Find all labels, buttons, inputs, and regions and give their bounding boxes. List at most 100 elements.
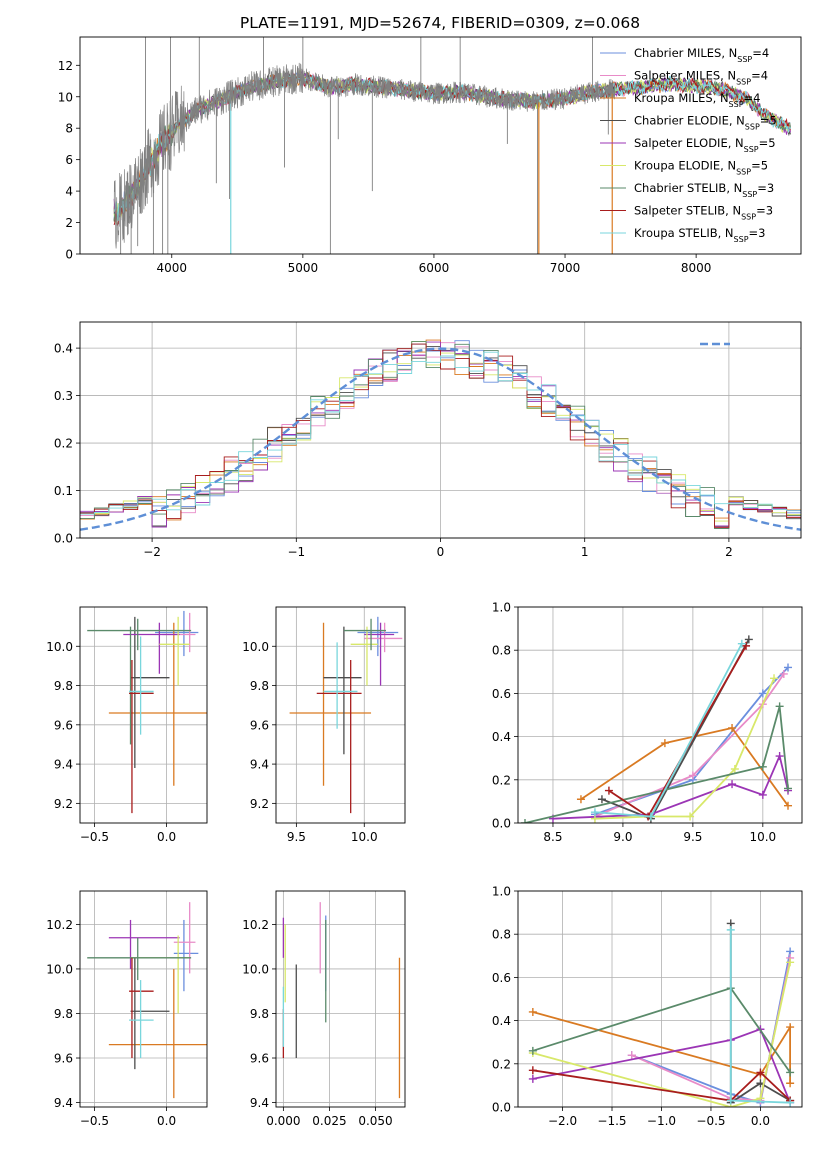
legend-text: Chabrier ELODIE, N bbox=[634, 114, 745, 128]
y-tick-label: 8 bbox=[65, 122, 73, 136]
weight-vs-metallicity-panel: −2.0 −1.5 −1.0 −0.5 0.0 0.0 0.2 0.4 0.6 0.8 1.0 bbox=[492, 885, 803, 1128]
y-tick-label: 9.8 bbox=[250, 1007, 269, 1021]
histogram-kroupa-stelib bbox=[80, 351, 801, 515]
x-tick-label: 5000 bbox=[288, 261, 319, 275]
model-curve-kroupa-stelib bbox=[113, 73, 791, 221]
spectrum-panel: 4000 5000 6000 7000 8000 0 2 4 6 8 10 12 Chabrier MI… bbox=[58, 36, 802, 275]
weight-marker-chabrier-stelib bbox=[775, 702, 784, 711]
legend-subscript: SSP bbox=[744, 145, 759, 154]
legend-suffix: =4 bbox=[751, 69, 768, 83]
weight-marker-salpeter-stelib bbox=[742, 641, 751, 650]
weight-marker-kroupa-miles bbox=[784, 801, 793, 810]
axes-frame bbox=[79, 890, 208, 1108]
x-tick-label: 0.050 bbox=[358, 1114, 392, 1128]
x-tick-label: 0.000 bbox=[266, 1114, 300, 1128]
weight-marker-chabrier-elodie bbox=[597, 795, 606, 804]
y-tick-label: 0.2 bbox=[54, 437, 73, 451]
legend-label-salpeter-elodie: Salpeter ELODIE, NSSP=5 bbox=[634, 136, 776, 154]
axes-frame bbox=[275, 890, 406, 1108]
weight-marker-salpeter-elodie bbox=[775, 752, 784, 761]
mass-vs-metallicity-panel: −0.5 0.0 9.4 9.6 9.8 10.0 10.2 bbox=[46, 890, 208, 1128]
weight-marker-kroupa-elodie bbox=[730, 765, 739, 773]
weight-marker-chabrier-miles bbox=[758, 689, 767, 698]
legend-suffix: =4 bbox=[752, 46, 769, 60]
y-tick-label: 10.2 bbox=[46, 918, 73, 932]
y-tick-label: 12 bbox=[58, 59, 73, 73]
legend-text: Salpeter ELODIE, N bbox=[634, 136, 744, 150]
legend-subscript: SSP bbox=[742, 190, 757, 199]
weight-marker-kroupa-stelib bbox=[737, 639, 746, 648]
x-tick-label: −2 bbox=[143, 545, 161, 559]
y-tick-label: 9.2 bbox=[250, 797, 269, 811]
x-tick-label: 10.0 bbox=[351, 830, 378, 844]
y-tick-label: 0.3 bbox=[54, 389, 73, 403]
legend-label-kroupa-elodie: Kroupa ELODIE, NSSP=5 bbox=[634, 159, 768, 177]
weight-marker-chabrier-stelib bbox=[786, 1068, 795, 1077]
legend-label-chabrier-miles: Chabrier MILES, NSSP=4 bbox=[634, 46, 769, 64]
legend-label-kroupa-stelib: Kroupa STELIB, NSSP=3 bbox=[634, 226, 765, 244]
y-tick-label: 0.1 bbox=[54, 484, 73, 498]
axes-frame bbox=[517, 606, 803, 824]
x-tick-label: 4000 bbox=[156, 261, 187, 275]
weight-marker-kroupa-stelib bbox=[726, 925, 735, 934]
y-tick-label: 0.0 bbox=[492, 1101, 511, 1115]
legend-subscript: SSP bbox=[729, 100, 744, 109]
legend-subscript: SSP bbox=[736, 77, 751, 86]
plot-area bbox=[80, 339, 801, 531]
axes-frame bbox=[79, 36, 802, 255]
x-tick-label: −0.5 bbox=[80, 1114, 109, 1128]
axes-frame bbox=[275, 606, 406, 824]
x-tick-label: 7000 bbox=[550, 261, 581, 275]
legend-subscript: SSP bbox=[736, 167, 751, 176]
weight-marker-chabrier-stelib bbox=[784, 784, 793, 793]
plot-area bbox=[520, 635, 793, 823]
legend-suffix: =5 bbox=[751, 159, 768, 173]
legend-suffix: =4 bbox=[744, 91, 761, 105]
y-tick-label: 0.8 bbox=[492, 928, 511, 942]
legend-suffix: =3 bbox=[756, 204, 773, 218]
weight-marker-kroupa-miles bbox=[786, 1079, 795, 1088]
y-tick-label: 6 bbox=[65, 153, 73, 167]
x-tick-label: 2 bbox=[725, 545, 733, 559]
weight-marker-kroupa-elodie bbox=[770, 674, 779, 683]
x-tick-label: 0.0 bbox=[157, 830, 176, 844]
y-tick-label: 0.4 bbox=[492, 1014, 511, 1028]
y-tick-label: 10.2 bbox=[242, 918, 269, 932]
weight-marker-chabrier-miles bbox=[784, 663, 793, 672]
weight-marker-salpeter-elodie bbox=[728, 780, 737, 789]
y-tick-label: 9.8 bbox=[54, 1007, 73, 1021]
mass-vs-extinction-panel: 0.000 0.025 0.050 9.4 9.6 9.8 10.0 10.2 bbox=[242, 890, 406, 1128]
y-tick-label: 0.0 bbox=[54, 532, 73, 546]
spectrum-title: PLATE=1191, MJD=52674, FIBERID=0309, z=0… bbox=[240, 14, 640, 32]
x-tick-label: 8.5 bbox=[543, 830, 562, 844]
x-tick-label: −0.5 bbox=[80, 830, 109, 844]
weight-marker-salpeter-miles bbox=[779, 669, 788, 678]
axes-frame bbox=[517, 890, 803, 1108]
y-tick-label: 9.4 bbox=[54, 758, 73, 772]
legend-text: Chabrier STELIB, N bbox=[634, 181, 742, 195]
weight-marker-salpeter-stelib bbox=[528, 1066, 537, 1075]
age-vs-metallicity-panel: −0.5 0.0 9.2 9.4 9.6 9.8 10.0 bbox=[46, 606, 208, 844]
y-tick-label: 9.8 bbox=[54, 679, 73, 693]
weight-line-salpeter-elodie bbox=[532, 1028, 791, 1104]
y-tick-label: 10 bbox=[58, 90, 73, 104]
y-tick-label: 10.0 bbox=[46, 640, 73, 654]
legend-suffix: =3 bbox=[757, 181, 774, 195]
weight-vs-age-panel: 8.5 9.0 9.5 10.0 0.0 0.2 0.4 0.6 0.8 1.0 bbox=[492, 601, 803, 844]
plot-area bbox=[113, 37, 791, 254]
x-tick-label: 10.0 bbox=[749, 830, 776, 844]
weight-marker-kroupa-miles bbox=[786, 1023, 795, 1032]
plot-area bbox=[87, 902, 207, 1099]
weight-marker-salpeter-elodie bbox=[528, 1074, 537, 1083]
weight-marker-kroupa-elodie bbox=[686, 812, 695, 821]
weight-marker-salpeter-stelib bbox=[604, 786, 613, 795]
weight-marker-chabrier-stelib bbox=[520, 819, 529, 823]
weight-marker-kroupa-miles bbox=[576, 795, 585, 804]
y-tick-label: 4 bbox=[65, 185, 73, 199]
weight-marker-kroupa-miles bbox=[660, 739, 669, 748]
legend-suffix: =5 bbox=[760, 114, 777, 128]
legend-label-chabrier-elodie: Chabrier ELODIE, NSSP=5 bbox=[634, 114, 777, 132]
y-tick-label: 9.6 bbox=[250, 1052, 269, 1066]
y-tick-label: 0.2 bbox=[492, 773, 511, 787]
